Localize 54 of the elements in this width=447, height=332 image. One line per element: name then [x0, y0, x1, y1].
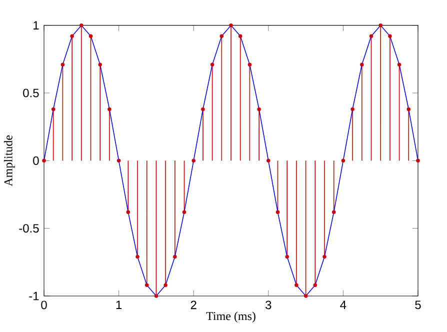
y-tick-label: -0.5 [19, 224, 39, 233]
x-axis-title: Time (ms) [206, 312, 256, 323]
point [182, 210, 186, 214]
point [70, 34, 74, 38]
x-tick-label: 4 [340, 300, 346, 309]
point [210, 62, 214, 66]
y-axis-title: Amplitude [4, 135, 15, 186]
point [313, 283, 318, 288]
point [173, 254, 177, 259]
point [51, 107, 56, 112]
point [80, 23, 84, 28]
point [397, 62, 402, 66]
point [285, 254, 289, 259]
point [116, 158, 121, 163]
point [294, 283, 298, 288]
y-tick-label: 0 [33, 156, 39, 165]
point [332, 210, 336, 214]
point [108, 107, 112, 112]
point [201, 107, 205, 112]
point [60, 62, 65, 66]
point [266, 158, 270, 163]
point [229, 23, 233, 28]
point [304, 294, 308, 298]
point [388, 34, 392, 38]
point [136, 254, 140, 259]
point [98, 62, 102, 66]
y-tick-label: -1 [29, 292, 39, 300]
point [192, 158, 196, 163]
point [406, 107, 411, 112]
x-tick-label: 5 [415, 300, 421, 310]
point [322, 254, 326, 259]
point [276, 210, 280, 214]
x-tick-label: 1 [116, 300, 122, 309]
point [248, 62, 252, 66]
point [126, 210, 130, 214]
point [360, 62, 364, 66]
x-tick-label: 3 [266, 300, 272, 310]
point [164, 283, 168, 288]
point [378, 23, 382, 28]
point [154, 294, 158, 298]
point [416, 158, 420, 163]
y-tick-label: 0.5 [23, 88, 39, 98]
point [341, 158, 346, 163]
y-tick-label: 1 [34, 21, 39, 30]
x-tick-label: 0 [41, 300, 47, 310]
point [42, 158, 46, 163]
point [238, 34, 242, 38]
point [369, 34, 374, 38]
point [144, 283, 149, 288]
point [350, 107, 354, 112]
point [88, 34, 93, 38]
point [220, 34, 224, 38]
x-tick-label: 2 [190, 300, 196, 310]
point [257, 107, 261, 112]
